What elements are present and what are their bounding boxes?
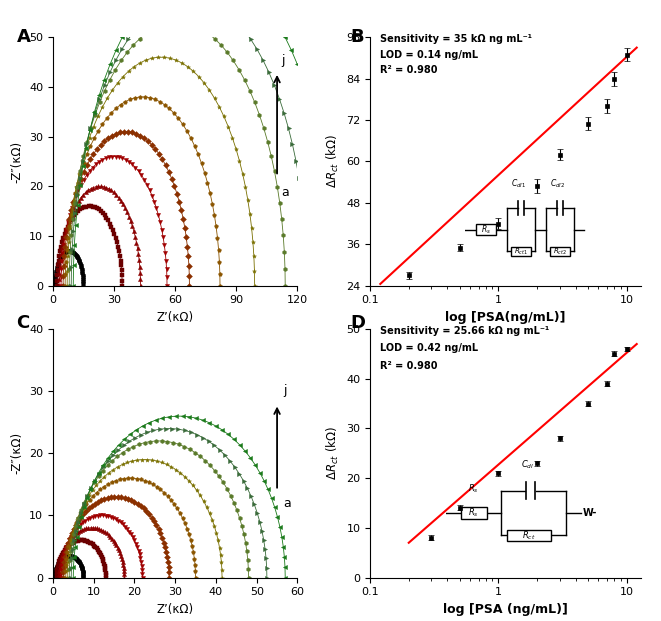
Y-axis label: $\Delta R_{ct}$ (k$\Omega$): $\Delta R_{ct}$ (k$\Omega$) [325, 135, 340, 188]
Text: Sensitivity = 25.66 kΩ ng mL⁻¹: Sensitivity = 25.66 kΩ ng mL⁻¹ [380, 326, 549, 336]
Text: R² = 0.980: R² = 0.980 [380, 361, 438, 371]
Text: A: A [17, 28, 30, 46]
Text: j: j [283, 384, 287, 397]
Text: LOD = 0.42 ng/mL: LOD = 0.42 ng/mL [380, 343, 479, 353]
Y-axis label: -Z″(κΩ): -Z″(κΩ) [11, 432, 24, 474]
Text: j: j [281, 54, 285, 67]
Text: D: D [350, 314, 366, 332]
Text: Sensitivity = 35 kΩ ng mL⁻¹: Sensitivity = 35 kΩ ng mL⁻¹ [380, 34, 532, 45]
Text: LOD = 0.14 ng/mL: LOD = 0.14 ng/mL [380, 50, 479, 60]
X-axis label: log [PSA(ng/mL)]: log [PSA(ng/mL)] [446, 311, 566, 324]
Text: B: B [350, 28, 364, 46]
X-axis label: Z’(κΩ): Z’(κΩ) [157, 603, 194, 616]
Text: a: a [281, 186, 289, 199]
Text: R² = 0.980: R² = 0.980 [380, 65, 438, 76]
Text: a: a [283, 497, 291, 510]
Y-axis label: $\Delta R_{ct}$ (k$\Omega$): $\Delta R_{ct}$ (k$\Omega$) [325, 427, 341, 480]
Text: C: C [17, 314, 30, 332]
X-axis label: log [PSA (ng/mL)]: log [PSA (ng/mL)] [444, 603, 568, 616]
X-axis label: Z’(κΩ): Z’(κΩ) [157, 311, 194, 324]
Y-axis label: -Z″(κΩ): -Z″(κΩ) [11, 140, 24, 183]
